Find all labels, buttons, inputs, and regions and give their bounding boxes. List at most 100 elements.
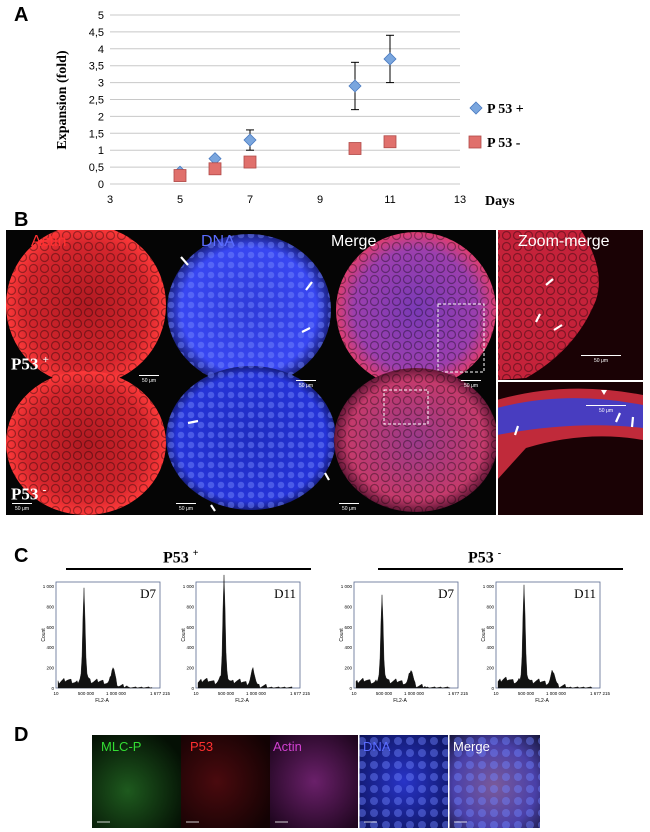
immunofluorescence-strip: MLC-P P53 Actin DNA Merge bbox=[92, 735, 540, 828]
chart-gridlines bbox=[110, 14, 460, 185]
scale-bar-label: 50 μm bbox=[464, 383, 478, 389]
histogram-day-label: D7 bbox=[438, 586, 454, 601]
scale-bar bbox=[461, 380, 481, 381]
x-tick-label: 7 bbox=[247, 194, 253, 206]
actin-channel-label: Actin bbox=[31, 233, 67, 250]
scale-bar-label: 50 μm bbox=[142, 378, 156, 384]
data-point-p53-plus bbox=[383, 52, 397, 66]
chart-legend: P 53 + P 53 - bbox=[468, 101, 524, 151]
zoom-merge-label: Zoom-merge bbox=[518, 233, 610, 250]
scale-bar-label: 50 μm bbox=[179, 506, 193, 512]
data-point-p53-minus bbox=[173, 169, 187, 182]
group-bar-p53-minus bbox=[378, 568, 623, 570]
data-point-p53-minus bbox=[208, 162, 222, 176]
legend-label: P 53 - bbox=[487, 136, 521, 151]
panel-label-c: C bbox=[14, 545, 29, 567]
histogram-y-tick: 0 bbox=[491, 686, 494, 691]
scale-bar-label: 50 μm bbox=[594, 358, 608, 364]
histogram-y-label: Count bbox=[41, 628, 47, 642]
histogram-x-tick: 500 000 bbox=[376, 691, 393, 696]
x-tick-label: 5 bbox=[177, 194, 183, 206]
histogram-y-tick: 200 bbox=[46, 666, 54, 671]
scale-bar bbox=[12, 503, 32, 504]
group-label-p53-minus: P53 - bbox=[468, 548, 502, 567]
histogram-y-tick: 800 bbox=[486, 604, 494, 609]
scale-bar bbox=[339, 503, 359, 504]
histogram-x-tick: 500 000 bbox=[78, 691, 95, 696]
scale-bar-label: 50 μm bbox=[299, 383, 313, 389]
y-tick-label: 3,5 bbox=[89, 61, 104, 73]
x-tick-label: 13 bbox=[454, 194, 466, 206]
histogram-y-tick: 1 000 bbox=[183, 584, 195, 589]
legend-marker-p53-plus bbox=[469, 101, 483, 115]
histogram-x-label: FL2-A bbox=[95, 698, 109, 704]
histogram-y-tick: 600 bbox=[486, 625, 494, 630]
panel-label-d: D bbox=[14, 724, 29, 746]
histogram-y-label: Count bbox=[181, 628, 187, 642]
histogram-x-tick: 10 bbox=[53, 691, 59, 696]
y-tick-label: 3 bbox=[98, 78, 104, 90]
histogram-y-tick: 400 bbox=[186, 645, 194, 650]
histogram-x-label: FL2-A bbox=[235, 698, 249, 704]
actin-image bbox=[270, 735, 359, 828]
histogram-y-tick: 600 bbox=[46, 625, 54, 630]
p53-label: P53 bbox=[190, 739, 214, 754]
scale-bar-label: 50 μm bbox=[342, 506, 356, 512]
histogram-y-tick: 200 bbox=[486, 666, 494, 671]
merge-channel-label: Merge bbox=[331, 233, 377, 250]
scale-bar-label: 50 μm bbox=[15, 506, 29, 512]
histogram: 1 000 800 600 400 200 0 Count 10 500 000 1 000 00… bbox=[181, 574, 311, 704]
histogram-day-label: D11 bbox=[274, 586, 296, 601]
y-tick-labels: 0 0,5 1 1,5 2 2,5 3 3,5 4 4,5 5 bbox=[89, 10, 104, 191]
x-tick-label: 11 bbox=[384, 194, 395, 206]
histogram-x-tick: 1 677 215 bbox=[290, 691, 311, 696]
histogram-x-tick: 1 000 000 bbox=[106, 691, 127, 696]
x-tick-labels: 3 5 7 9 11 13 bbox=[107, 194, 466, 206]
merge-label: Merge bbox=[453, 739, 490, 754]
row-label-p53-plus: P53 + bbox=[11, 354, 49, 374]
confocal-images bbox=[6, 230, 643, 515]
scale-bar-label: 50 μm bbox=[599, 408, 613, 414]
histogram-y-label: Count bbox=[481, 628, 487, 642]
scale-bar bbox=[581, 355, 621, 356]
histogram-y-tick: 800 bbox=[344, 604, 352, 609]
data-point-p53-minus bbox=[383, 135, 397, 149]
histogram-trace bbox=[497, 584, 593, 689]
histogram-x-tick: 500 000 bbox=[218, 691, 235, 696]
y-axis-label: Expansion (fold) bbox=[55, 50, 70, 150]
y-tick-label: 0,5 bbox=[89, 162, 104, 174]
histogram-y-tick: 0 bbox=[349, 686, 352, 691]
legend-marker-p53-minus bbox=[468, 135, 482, 149]
histogram-trace bbox=[355, 594, 451, 689]
p53-image bbox=[181, 735, 270, 828]
histogram-y-tick: 0 bbox=[51, 686, 54, 691]
histogram-y-tick: 1 000 bbox=[483, 584, 495, 589]
y-tick-label: 1 bbox=[98, 145, 104, 157]
mlc-p-image bbox=[92, 735, 181, 828]
histogram-x-tick: 1 000 000 bbox=[246, 691, 267, 696]
histogram-y-tick: 200 bbox=[186, 666, 194, 671]
histogram-y-tick: 800 bbox=[46, 604, 54, 609]
chart-series bbox=[173, 34, 397, 182]
y-tick-label: 0 bbox=[98, 179, 104, 191]
histogram-x-tick: 10 bbox=[193, 691, 199, 696]
scale-bar bbox=[139, 375, 159, 376]
data-point-p53-minus bbox=[348, 142, 362, 155]
y-tick-label: 4 bbox=[98, 44, 104, 56]
panel-label-a: A bbox=[14, 4, 29, 26]
histogram-y-tick: 400 bbox=[486, 645, 494, 650]
histogram-x-tick: 10 bbox=[351, 691, 357, 696]
histogram-y-tick: 200 bbox=[344, 666, 352, 671]
data-point-p53-minus bbox=[243, 155, 257, 169]
histogram-y-tick: 400 bbox=[344, 645, 352, 650]
scale-bar bbox=[586, 405, 626, 406]
dna-channel-label: DNA bbox=[201, 233, 235, 250]
histogram-day-label: D7 bbox=[140, 586, 156, 601]
arrow-markers bbox=[180, 256, 635, 512]
histogram-x-tick: 1 677 215 bbox=[590, 691, 611, 696]
histogram-y-tick: 600 bbox=[186, 625, 194, 630]
group-label-p53-plus: P53 + bbox=[163, 548, 199, 567]
zoom-region-box-1 bbox=[437, 303, 485, 373]
data-point-p53-plus bbox=[348, 79, 362, 93]
